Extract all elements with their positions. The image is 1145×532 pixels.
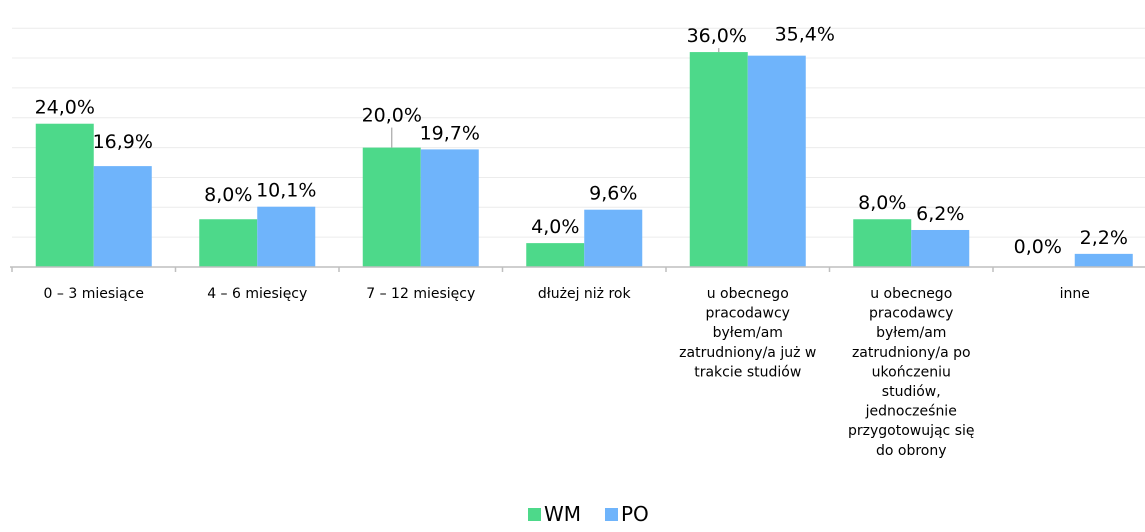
x-axis xyxy=(10,266,1145,272)
value-labels: 24,0%16,9%8,0% 10,1%20,0%19,7%4,0%9,6%36,… xyxy=(35,24,1128,258)
value-label: 2,2% xyxy=(1080,227,1128,249)
value-label: 19,7% xyxy=(420,122,480,144)
bar-po xyxy=(911,229,970,267)
category-label: 7 – 12 miesięcy xyxy=(366,286,475,302)
bar-po xyxy=(93,166,152,267)
legend: WM PO xyxy=(528,502,649,526)
bars xyxy=(35,52,1133,267)
value-label: 16,9% xyxy=(93,131,153,153)
category-labels: 0 – 3 miesiące 4 – 6 miesięcy 7 – 12 miesi… xyxy=(44,286,1090,459)
bar-wm xyxy=(35,123,94,267)
value-label: 4,0% xyxy=(531,216,579,238)
value-label: 6,2% xyxy=(916,203,964,225)
bar-po xyxy=(257,206,316,267)
value-label: 36,0% xyxy=(687,25,747,47)
category-label: u obecnego pracodawcy byłem/am zatrudniony/… xyxy=(679,286,816,380)
value-label: 8,0% xyxy=(204,184,252,206)
value-label: 8,0% xyxy=(858,192,906,214)
bar-wm xyxy=(689,52,748,267)
legend-label: WM xyxy=(544,502,581,526)
value-label: 35,4% xyxy=(775,24,835,46)
legend-label: PO xyxy=(621,502,649,526)
value-label: 9,6% xyxy=(589,183,637,205)
legend-swatch-wm xyxy=(528,508,541,521)
category-label: dłużej niż rok xyxy=(538,286,632,302)
category-label: inne xyxy=(1060,286,1090,302)
category-label: 4 – 6 miesięcy xyxy=(207,286,307,302)
value-label: 20,0% xyxy=(362,105,422,127)
category-label: 0 – 3 miesiące xyxy=(44,286,144,302)
gridlines xyxy=(12,27,1145,238)
value-label: 0,0% xyxy=(1014,236,1062,258)
bar-wm xyxy=(853,219,912,267)
bar-po xyxy=(747,55,806,267)
legend-swatch-po xyxy=(605,508,618,521)
bar-po xyxy=(420,149,479,267)
bar-po xyxy=(584,209,643,267)
bar-wm xyxy=(526,243,585,267)
leader-lines xyxy=(391,48,720,148)
bar-wm xyxy=(362,147,421,267)
category-label: u obecnego pracodawcy byłem/am zatrudniony/… xyxy=(848,286,975,459)
value-label: 24,0% xyxy=(35,97,95,119)
bar-po xyxy=(1074,253,1133,267)
bar-wm xyxy=(199,219,258,267)
value-label: 10,1% xyxy=(256,180,316,202)
